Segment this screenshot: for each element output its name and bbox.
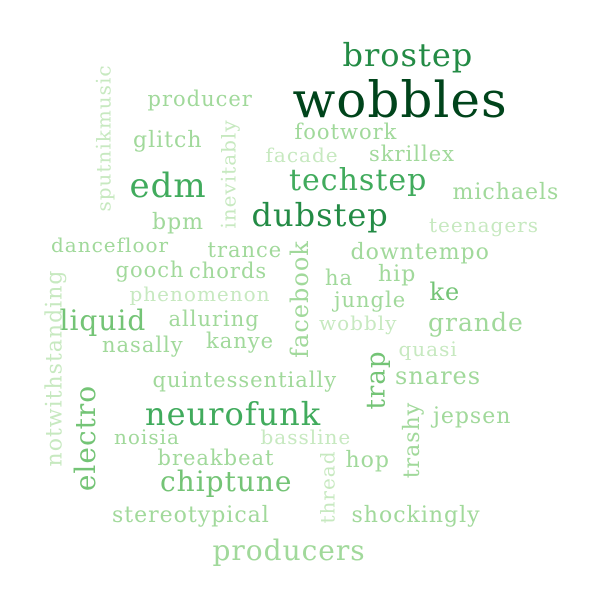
word-skrillex: skrillex: [369, 141, 455, 166]
word-teenagers: teenagers: [429, 213, 539, 237]
word-alluring: alluring: [168, 306, 260, 331]
word-producers: producers: [212, 534, 366, 567]
word-gooch: gooch: [115, 257, 185, 282]
word-kanye: kanye: [206, 328, 275, 353]
word-inevitably: inevitably: [216, 119, 241, 229]
word-dancefloor: dancefloor: [51, 233, 170, 257]
word-breakbeat: breakbeat: [157, 445, 275, 470]
word-stereotypical: stereotypical: [112, 503, 270, 528]
word-shockingly: shockingly: [351, 503, 481, 528]
word-wobbly: wobbly: [319, 311, 398, 335]
word-noisia: noisia: [114, 425, 180, 449]
word-trance: trance: [207, 237, 283, 262]
word-bpm: bpm: [152, 210, 205, 235]
word-bassline: bassline: [260, 425, 352, 449]
word-glitch: glitch: [133, 128, 203, 153]
word-chords: chords: [189, 258, 268, 283]
word-michaels: michaels: [452, 180, 560, 205]
word-snares: snares: [395, 362, 482, 390]
word-dubstep: dubstep: [251, 196, 389, 234]
word-downtempo: downtempo: [350, 240, 490, 265]
word-producer: producer: [147, 86, 253, 111]
word-footwork: footwork: [294, 119, 398, 144]
word-hip: hip: [378, 262, 417, 287]
word-ke: ke: [429, 278, 461, 306]
word-quintessentially: quintessentially: [152, 367, 338, 392]
word-electro: electro: [69, 384, 103, 492]
word-wobbles: wobbles: [292, 71, 508, 129]
word-thread: thread: [315, 450, 340, 524]
word-notwithstanding: notwithstanding: [41, 269, 67, 467]
word-jepsen: jepsen: [433, 404, 512, 429]
word-trashy: trashy: [400, 401, 426, 479]
word-quasi: quasi: [398, 337, 458, 361]
word-trap: trap: [361, 350, 392, 410]
word-brostep: brostep: [342, 36, 474, 74]
word-liquid: liquid: [59, 304, 147, 337]
word-sputnikmusic: sputnikmusic: [91, 64, 116, 212]
word-hop: hop: [345, 448, 390, 473]
word-jungle: jungle: [334, 287, 407, 312]
word-chiptune: chiptune: [160, 465, 293, 498]
word-nasally: nasally: [102, 332, 184, 357]
word-phenomenon: phenomenon: [129, 282, 271, 306]
word-neurofunk: neurofunk: [145, 395, 322, 433]
word-ha: ha: [325, 265, 354, 290]
word-edm: edm: [129, 166, 207, 206]
word-facade: facade: [265, 143, 339, 167]
word-techstep: techstep: [289, 163, 428, 198]
word-facebook: facebook: [285, 240, 314, 358]
word-grande: grande: [428, 307, 524, 337]
